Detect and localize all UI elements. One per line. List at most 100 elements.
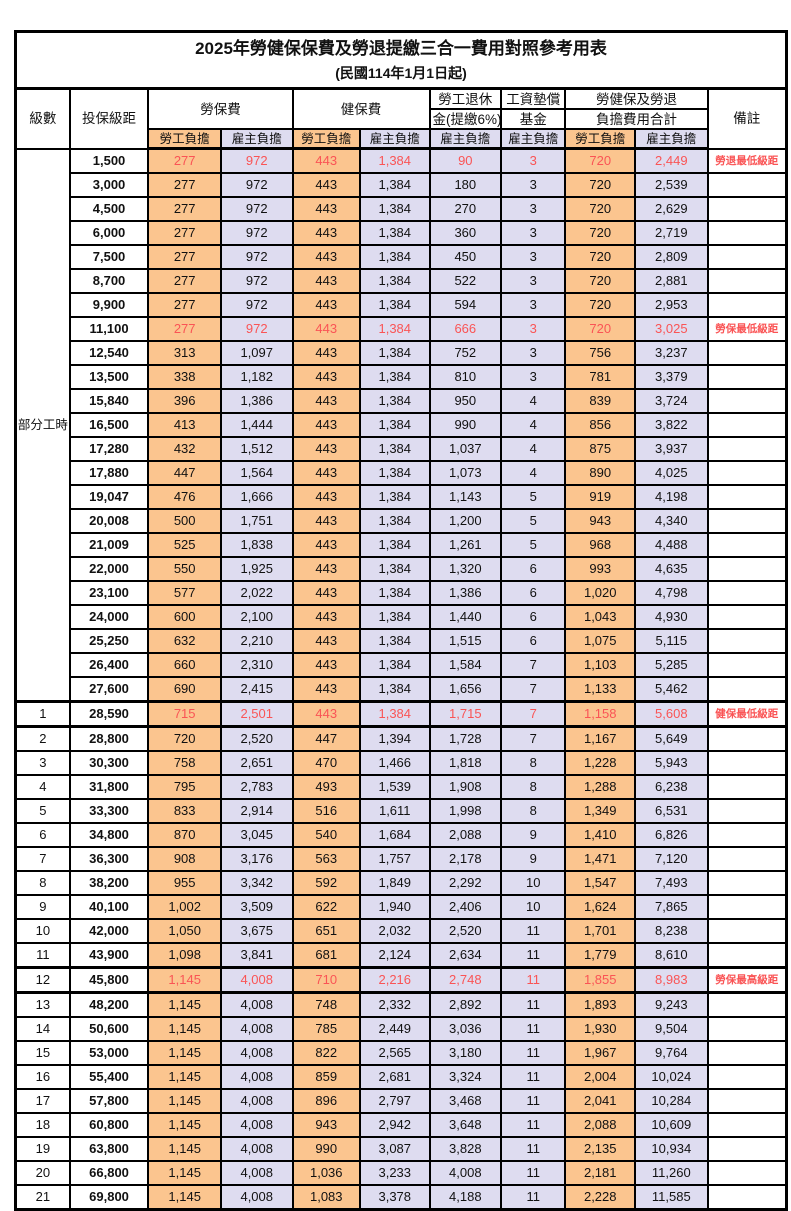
cell-health-employer: 1,384 [359,292,431,318]
cell-total-employer: 4,488 [634,532,709,558]
cell-labor-employer: 3,675 [219,918,294,944]
remark-cell [706,798,788,824]
level-cell: 8 [14,870,71,896]
cell-labor-employer: 2,022 [219,580,294,606]
cell-labor-employer: 1,444 [219,412,294,438]
cell-health-employer: 2,449 [359,1016,431,1042]
cell-fund-employer: 6 [500,556,567,582]
cell-health-employee: 651 [291,918,362,944]
level-cell: 1 [14,700,71,728]
cell-health-employer: 1,384 [359,532,431,558]
cell-labor-employee: 1,145 [147,991,222,1018]
cell-pension-employer: 180 [428,172,503,198]
cell-total-employer: 10,609 [634,1112,709,1138]
cell-total-employer: 2,881 [634,268,709,294]
remark-cell [706,460,788,486]
header-bracket: 投保級距 [68,87,150,150]
bracket-cell: 57,800 [68,1088,150,1114]
cell-fund-employer: 11 [500,966,567,994]
remark-cell [706,750,788,776]
cell-labor-employer: 3,342 [219,870,294,896]
cell-labor-employer: 4,008 [219,1064,294,1090]
subheader-total-employer: 雇主負擔 [634,128,709,150]
cell-total-employee: 1,701 [564,918,636,944]
cell-labor-employee: 447 [147,460,222,486]
table-row: 3 30,300 758 2,651 470 1,466 1,818 8 1,228 5,943 [14,750,788,776]
cell-health-employer: 1,384 [359,244,431,270]
cell-health-employee: 785 [291,1016,362,1042]
cell-total-employee: 720 [564,196,636,222]
cell-fund-employer: 3 [500,172,567,198]
cell-labor-employer: 2,100 [219,604,294,630]
cell-fund-employer: 4 [500,388,567,414]
bracket-cell: 7,500 [68,244,150,270]
cell-total-employee: 1,930 [564,1016,636,1042]
cell-total-employer: 5,943 [634,750,709,776]
cell-total-employee: 919 [564,484,636,510]
bracket-cell: 17,880 [68,460,150,486]
cell-health-employee: 443 [291,556,362,582]
cell-total-employer: 2,539 [634,172,709,198]
cell-pension-employer: 450 [428,244,503,270]
cell-total-employer: 6,826 [634,822,709,848]
cell-labor-employee: 432 [147,436,222,462]
cell-pension-employer: 2,178 [428,846,503,872]
cell-total-employee: 943 [564,508,636,534]
cell-health-employer: 1,849 [359,870,431,896]
cell-labor-employee: 1,145 [147,1088,222,1114]
cell-health-employee: 990 [291,1136,362,1162]
table-row: 20,008 500 1,751 443 1,384 1,200 5 943 4,340 [16,508,788,534]
bracket-cell: 16,500 [68,412,150,438]
cell-total-employee: 1,547 [564,870,636,896]
cell-labor-employer: 4,008 [219,966,294,994]
cell-labor-employer: 1,564 [219,460,294,486]
cell-fund-employer: 11 [500,918,567,944]
cell-total-employer: 5,285 [634,652,709,678]
remark-cell [706,292,788,318]
cell-labor-employee: 1,050 [147,918,222,944]
cell-total-employer: 10,934 [634,1136,709,1162]
cell-health-employer: 1,940 [359,894,431,920]
header-level: 級數 [14,87,71,150]
cell-labor-employer: 1,182 [219,364,294,390]
cell-labor-employee: 277 [147,172,222,198]
table-row: 9 40,100 1,002 3,509 622 1,940 2,406 10 1,624 7,8… [14,894,788,920]
cell-total-employer: 4,198 [634,484,709,510]
cell-pension-employer: 990 [428,412,503,438]
table-row: 4 31,800 795 2,783 493 1,539 1,908 8 1,288 6,238 [14,774,788,800]
cell-total-employer: 8,983 [634,966,709,994]
cell-health-employee: 443 [291,244,362,270]
remark-cell [706,604,788,630]
cell-fund-employer: 11 [500,1040,567,1066]
cell-health-employee: 443 [291,220,362,246]
cell-labor-employer: 1,838 [219,532,294,558]
cell-pension-employer: 1,320 [428,556,503,582]
remark-cell [706,822,788,848]
cell-fund-employer: 3 [500,268,567,294]
cell-fund-employer: 10 [500,894,567,920]
table-row: 8 38,200 955 3,342 592 1,849 2,292 10 1,547 7,493 [14,870,788,896]
level-cell: 21 [14,1184,71,1211]
cell-total-employer: 2,719 [634,220,709,246]
cell-health-employer: 2,332 [359,991,431,1018]
cell-fund-employer: 8 [500,750,567,776]
cell-fund-employer: 3 [500,364,567,390]
cell-labor-employee: 833 [147,798,222,824]
cell-health-employee: 748 [291,991,362,1018]
bracket-cell: 60,800 [68,1112,150,1138]
cell-health-employer: 1,384 [359,484,431,510]
cell-total-employer: 5,115 [634,628,709,654]
cell-health-employee: 443 [291,580,362,606]
cell-labor-employer: 2,520 [219,725,294,752]
table-row: 24,000 600 2,100 443 1,384 1,440 6 1,043 4,930 [16,604,788,630]
remark-cell [706,894,788,920]
bracket-cell: 28,800 [68,725,150,752]
cell-labor-employer: 4,008 [219,1112,294,1138]
cell-total-employee: 993 [564,556,636,582]
cell-health-employee: 592 [291,870,362,896]
table-row: 22,000 550 1,925 443 1,384 1,320 6 993 4,635 [16,556,788,582]
cell-pension-employer: 1,143 [428,484,503,510]
cell-health-employer: 1,539 [359,774,431,800]
cell-fund-employer: 5 [500,532,567,558]
cell-health-employee: 470 [291,750,362,776]
